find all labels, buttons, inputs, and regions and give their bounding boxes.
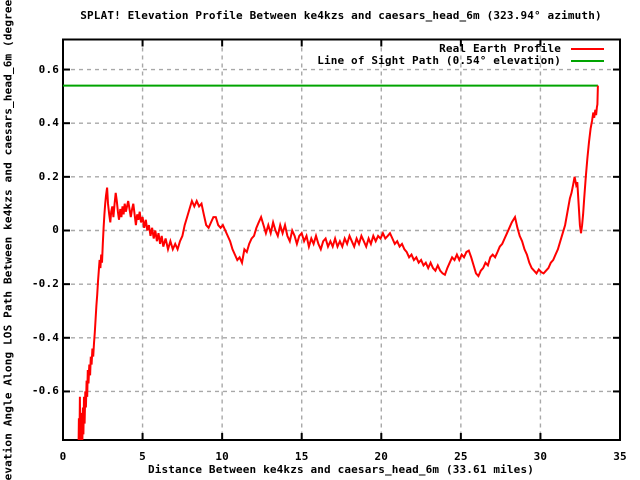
green-line-sample-icon: [571, 60, 604, 62]
x-tick-label-35: 35: [613, 450, 627, 463]
y-tick-label--0.4: -0.4: [31, 330, 59, 344]
legend-label-real-earth-profile: Real Earth Profile: [439, 42, 561, 55]
x-tick-label-0: 0: [59, 450, 67, 463]
y-tick-label-0: 0: [52, 223, 59, 237]
axis-border: [62, 38, 621, 441]
chart-title: SPLAT! Elevation Profile Between ke4kzs …: [80, 9, 602, 22]
y-tick-label-0.4: 0.4: [38, 116, 59, 130]
x-tick-label-10: 10: [215, 450, 229, 463]
red-line-sample-icon: [571, 48, 604, 50]
y-tick-label-0.2: 0.2: [38, 169, 59, 183]
legend-item-real-earth-profile: Real Earth Profile: [317, 43, 604, 55]
x-tick-label-5: 5: [139, 450, 146, 463]
legend-label-line-of-sight-path: Line of Sight Path (0.54° elevation): [317, 54, 561, 67]
y-tick-label-0.6: 0.6: [38, 62, 59, 76]
x-tick-label-20: 20: [374, 450, 389, 463]
x-tick-label-30: 30: [533, 450, 548, 463]
real-earth-profile-line: [77, 85, 599, 440]
x-axis-label: Distance Between ke4kzs and caesars_head…: [147, 463, 535, 476]
y-tick-label--0.6: -0.6: [31, 384, 59, 398]
x-tick-label-15: 15: [294, 450, 309, 463]
legend-item-line-of-sight-path: Line of Sight Path (0.54° elevation): [317, 55, 604, 67]
x-tick-label-25: 25: [454, 450, 468, 463]
y-tick-label--0.2: -0.2: [31, 277, 59, 291]
legend: Real Earth Profile Line of Sight Path (0…: [317, 43, 604, 67]
